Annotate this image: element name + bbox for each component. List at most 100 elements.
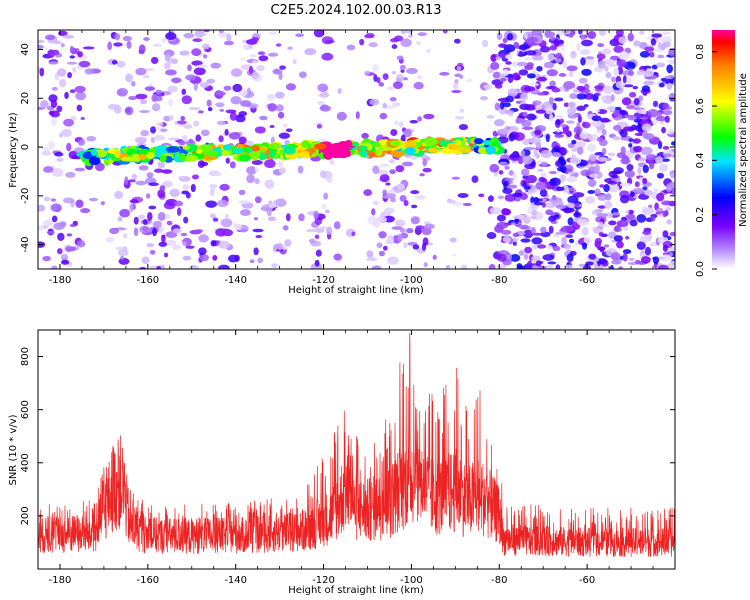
heatmap-cell bbox=[139, 266, 147, 269]
heatmap-cell bbox=[178, 175, 186, 180]
heatmap-cell bbox=[449, 237, 457, 243]
heatmap-cell bbox=[481, 39, 489, 48]
heatmap-cell bbox=[576, 93, 587, 100]
x-tick-label: -140 bbox=[224, 275, 247, 286]
heatmap-cell bbox=[596, 213, 609, 217]
heatmap-cell bbox=[442, 30, 448, 34]
heatmap-cell bbox=[375, 216, 388, 223]
heatmap-cell bbox=[616, 59, 627, 68]
heatmap-cell bbox=[518, 250, 525, 256]
heatmap-cell bbox=[369, 98, 380, 106]
heatmap-cell bbox=[230, 96, 242, 105]
heatmap-cell bbox=[586, 143, 597, 152]
heatmap-cell bbox=[499, 161, 508, 165]
heatmap-cell bbox=[542, 254, 555, 261]
heatmap-cell bbox=[317, 100, 325, 106]
heatmap-cell bbox=[183, 32, 195, 39]
heatmap-cell bbox=[576, 42, 581, 52]
heatmap-cell bbox=[512, 72, 521, 81]
signal-cell bbox=[249, 151, 261, 160]
heatmap-cell bbox=[582, 121, 591, 129]
heatmap-cell bbox=[613, 235, 623, 242]
heatmap-cell bbox=[382, 245, 388, 251]
heatmap-cell bbox=[518, 231, 526, 236]
heatmap-cell bbox=[38, 225, 45, 231]
heatmap-cell bbox=[655, 62, 666, 68]
heatmap-cell bbox=[426, 48, 431, 54]
heatmap-cell bbox=[118, 257, 130, 265]
heatmap-cell bbox=[641, 108, 647, 115]
heatmap-cell bbox=[531, 30, 543, 37]
heatmap-cell bbox=[504, 177, 515, 181]
heatmap-cell bbox=[42, 166, 54, 173]
heatmap-cell bbox=[594, 88, 603, 92]
heatmap-cell bbox=[518, 51, 524, 57]
heatmap-cell bbox=[607, 105, 616, 112]
heatmap-cell bbox=[162, 180, 174, 188]
heatmap-cell bbox=[66, 142, 72, 152]
heatmap-cell bbox=[457, 193, 469, 198]
heatmap-cell bbox=[502, 235, 512, 243]
signal-cell bbox=[294, 152, 309, 158]
signal-cell bbox=[404, 146, 416, 155]
heatmap-cell bbox=[603, 244, 610, 248]
heatmap-cell bbox=[165, 69, 177, 76]
heatmap-cell bbox=[284, 140, 290, 145]
heatmap-cell bbox=[178, 140, 186, 146]
heatmap-cell bbox=[544, 106, 554, 115]
heatmap-cell bbox=[86, 136, 97, 142]
heatmap-cell bbox=[567, 101, 576, 108]
heatmap-cell bbox=[524, 57, 532, 61]
heatmap-cell bbox=[649, 241, 657, 247]
heatmap-cell bbox=[523, 253, 529, 261]
heatmap-cell bbox=[226, 33, 232, 42]
heatmap-cell bbox=[535, 109, 547, 114]
heatmap-cell bbox=[195, 32, 207, 37]
heatmap-cell bbox=[366, 257, 378, 262]
signal-cell bbox=[424, 137, 438, 146]
heatmap-cell bbox=[151, 103, 161, 112]
heatmap-cell bbox=[668, 93, 675, 99]
heatmap-cell bbox=[566, 107, 577, 116]
signal-cell bbox=[367, 151, 376, 157]
heatmap-cell bbox=[321, 204, 327, 210]
heatmap-cell bbox=[620, 146, 626, 155]
heatmap-cell bbox=[656, 207, 664, 212]
heatmap-cell bbox=[218, 135, 224, 143]
heatmap-cell bbox=[649, 51, 655, 58]
heatmap-cell bbox=[633, 40, 641, 47]
heatmap-cell bbox=[566, 202, 575, 208]
heatmap-cell bbox=[508, 170, 514, 176]
heatmap-cell bbox=[563, 102, 570, 108]
heatmap-cell bbox=[625, 235, 630, 240]
heatmap-cell bbox=[549, 177, 561, 186]
heatmap-cell bbox=[382, 189, 387, 196]
heatmap-cell bbox=[199, 254, 209, 262]
heatmap-cell bbox=[566, 65, 578, 72]
y-tick-label: 200 bbox=[20, 506, 31, 525]
signal-cell bbox=[391, 149, 404, 158]
heatmap-cell bbox=[69, 55, 75, 59]
heatmap-cell bbox=[619, 182, 632, 187]
heatmap-cell bbox=[212, 217, 219, 222]
heatmap-cell bbox=[500, 229, 512, 235]
heatmap-cell bbox=[69, 89, 76, 94]
heatmap-cell bbox=[297, 165, 304, 174]
heatmap-cell bbox=[555, 52, 563, 61]
heatmap-cell bbox=[421, 243, 427, 251]
heatmap-cell bbox=[422, 167, 432, 173]
heatmap-cell bbox=[492, 71, 501, 79]
snr-y-axis-label: SNR (10 * v/v) bbox=[8, 414, 19, 485]
heatmap-cell bbox=[403, 128, 412, 138]
heatmap-cell bbox=[512, 172, 517, 181]
y-tick-label: -20 bbox=[20, 188, 31, 204]
heatmap-cell bbox=[571, 154, 576, 162]
heatmap-cell bbox=[407, 34, 413, 38]
heatmap-cell bbox=[573, 211, 582, 218]
heatmap-cell bbox=[391, 226, 403, 230]
heatmap-cell bbox=[547, 53, 555, 62]
signal-cell bbox=[358, 145, 368, 152]
heatmap-cell bbox=[613, 45, 624, 54]
heatmap-cell bbox=[628, 257, 635, 262]
heatmap-cell bbox=[78, 60, 91, 68]
